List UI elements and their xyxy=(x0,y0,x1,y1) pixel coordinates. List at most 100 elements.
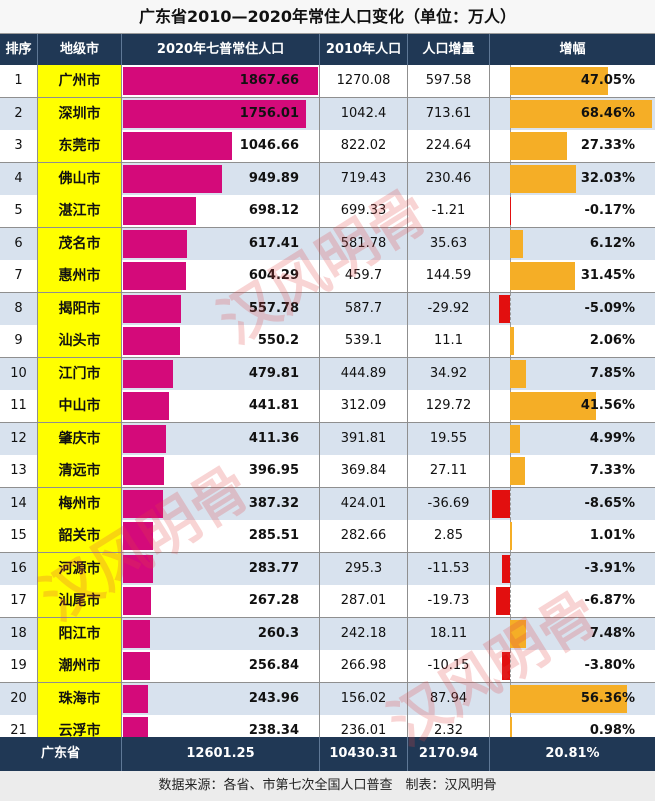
rate-value: -0.17% xyxy=(584,203,636,218)
pop2020-cell: 256.84 xyxy=(122,650,320,682)
increase-cell: -19.73 xyxy=(408,585,490,617)
table-row: 13 清远市 396.95 369.84 27.11 7.33% xyxy=(0,455,655,488)
pop2020-value: 604.29 xyxy=(248,268,299,283)
rate-axis-line xyxy=(510,650,511,682)
header-increase: 人口增量 xyxy=(408,34,490,65)
rank-cell: 12 xyxy=(0,422,38,455)
rank-cell: 6 xyxy=(0,227,38,260)
total-row: 广东省 12601.25 10430.31 2170.94 20.81% xyxy=(0,737,655,771)
pop2020-bar xyxy=(123,67,318,95)
table-row: 17 汕尾市 267.28 287.01 -19.73 -6.87% xyxy=(0,585,655,618)
rate-cell: 2.06% xyxy=(490,325,655,357)
pop2020-cell: 441.81 xyxy=(122,390,320,422)
rate-bar xyxy=(510,717,513,745)
pop2020-bar xyxy=(123,262,187,290)
rate-value: 1.01% xyxy=(589,528,635,543)
rate-bar xyxy=(510,229,523,258)
pop2020-cell: 260.3 xyxy=(122,617,320,650)
rate-value: -8.65% xyxy=(584,495,636,511)
table-row: 14 梅州市 387.32 424.01 -36.69 -8.65% xyxy=(0,487,655,521)
pop2020-cell: 396.95 xyxy=(122,455,320,487)
increase-cell: 34.92 xyxy=(408,357,490,390)
total-increase: 2170.94 xyxy=(408,737,490,771)
rate-cell: -3.80% xyxy=(490,650,655,682)
rate-axis-line xyxy=(510,552,511,585)
rate-cell: 56.36% xyxy=(490,682,655,715)
pop2010-cell: 312.09 xyxy=(320,390,408,422)
header-row: 排序 地级市 2020年七普常住人口 2010年人口 人口增量 增幅 xyxy=(0,34,655,65)
pop2020-cell: 550.2 xyxy=(122,325,320,357)
city-cell: 梅州市 xyxy=(38,487,122,520)
rate-bar xyxy=(510,457,526,485)
pop2010-cell: 369.84 xyxy=(320,455,408,487)
rate-bar xyxy=(510,619,526,648)
rate-bar xyxy=(510,684,627,713)
rank-cell: 8 xyxy=(0,292,38,325)
pop2020-bar xyxy=(123,164,223,193)
rate-bar xyxy=(501,554,510,583)
pop2020-bar xyxy=(123,327,181,355)
pop2020-bar xyxy=(123,457,165,485)
increase-cell: 11.1 xyxy=(408,325,490,357)
total-rate: 20.81% xyxy=(545,746,600,761)
rank-cell: 4 xyxy=(0,162,38,195)
increase-cell: 129.72 xyxy=(408,390,490,422)
pop2020-value: 617.41 xyxy=(248,235,299,251)
rate-axis-line xyxy=(510,292,511,325)
rate-bar xyxy=(510,359,527,388)
pop2020-bar xyxy=(123,489,164,518)
rate-cell: 41.56% xyxy=(490,390,655,422)
rank-cell: 14 xyxy=(0,487,38,520)
rate-cell: 7.48% xyxy=(490,617,655,650)
pop2020-cell: 1867.66 xyxy=(122,65,320,97)
pop2020-value: 479.81 xyxy=(248,365,299,381)
rate-value: 47.05% xyxy=(580,73,635,88)
pop2010-cell: 539.1 xyxy=(320,325,408,357)
pop2020-cell: 243.96 xyxy=(122,682,320,715)
rank-cell: 1 xyxy=(0,65,38,97)
table-row: 2 深圳市 1756.01 1042.4 713.61 68.46% xyxy=(0,97,655,131)
pop2020-cell: 1756.01 xyxy=(122,97,320,130)
header-pop2020: 2020年七普常住人口 xyxy=(122,34,320,65)
increase-cell: -1.21 xyxy=(408,195,490,227)
table-row: 20 珠海市 243.96 156.02 87.94 56.36% xyxy=(0,682,655,716)
rate-value: -6.87% xyxy=(584,593,636,608)
rate-bar xyxy=(510,262,576,290)
city-cell: 珠海市 xyxy=(38,682,122,715)
rate-axis-line xyxy=(510,487,511,520)
table-row: 9 汕头市 550.2 539.1 11.1 2.06% xyxy=(0,325,655,358)
table-row: 12 肇庆市 411.36 391.81 19.55 4.99% xyxy=(0,422,655,456)
rank-cell: 16 xyxy=(0,552,38,585)
rate-cell: -6.87% xyxy=(490,585,655,617)
increase-cell: 18.11 xyxy=(408,617,490,650)
rate-cell: 32.03% xyxy=(490,162,655,195)
city-cell: 阳江市 xyxy=(38,617,122,650)
increase-cell: 2.32 xyxy=(408,715,490,747)
rate-bar xyxy=(510,99,652,128)
rate-bar xyxy=(495,587,510,615)
city-cell: 清远市 xyxy=(38,455,122,487)
table-row: 16 河源市 283.77 295.3 -11.53 -3.91% xyxy=(0,552,655,586)
pop2010-cell: 282.66 xyxy=(320,520,408,552)
rate-bar xyxy=(510,424,521,453)
pop2020-bar xyxy=(123,197,196,225)
pop2010-cell: 295.3 xyxy=(320,552,408,585)
pop2020-value: 557.78 xyxy=(248,300,299,316)
city-cell: 汕尾市 xyxy=(38,585,122,617)
rate-axis-line xyxy=(510,585,511,617)
pop2020-value: 267.28 xyxy=(248,593,299,608)
source-footer: 数据来源：各省、市第七次全国人口普查 制表：汉风明骨 xyxy=(0,771,655,801)
rate-value: -3.91% xyxy=(584,560,636,576)
increase-cell: 144.59 xyxy=(408,260,490,292)
table-row: 15 韶关市 285.51 282.66 2.85 1.01% xyxy=(0,520,655,553)
city-cell: 惠州市 xyxy=(38,260,122,292)
city-cell: 揭阳市 xyxy=(38,292,122,325)
pop2020-cell: 617.41 xyxy=(122,227,320,260)
pop2020-cell: 698.12 xyxy=(122,195,320,227)
rate-axis-line xyxy=(510,195,511,227)
rate-cell: 7.85% xyxy=(490,357,655,390)
rate-value: 7.85% xyxy=(589,365,635,381)
rate-value: -5.09% xyxy=(584,300,636,316)
pop2020-bar xyxy=(123,424,166,453)
